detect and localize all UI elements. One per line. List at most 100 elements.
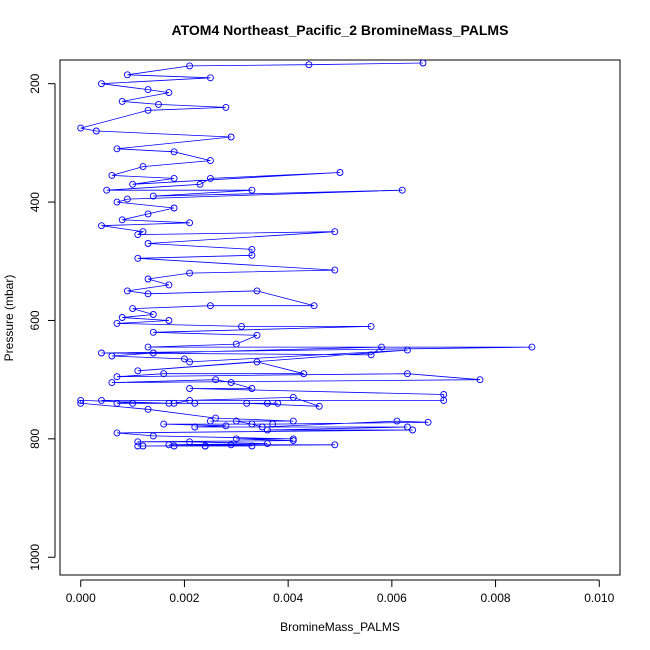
data-point	[186, 219, 194, 227]
data-point	[170, 399, 178, 407]
data-point	[253, 287, 261, 295]
x-axis: 0.000 0.002 0.004 0.006 0.008 0.010	[66, 579, 615, 605]
data-point	[378, 343, 385, 351]
data-point	[134, 254, 142, 262]
x-tick-label: 0.002	[169, 591, 199, 605]
data-point	[196, 180, 204, 188]
data-point	[149, 432, 157, 440]
data-point	[108, 352, 116, 360]
data-point	[269, 420, 277, 428]
data-point	[367, 322, 375, 330]
data-point	[77, 399, 85, 407]
data-point	[424, 418, 432, 426]
data-point	[263, 440, 271, 448]
data-point	[108, 171, 116, 179]
data-point	[212, 414, 220, 422]
data-point	[113, 145, 121, 153]
data-point	[186, 396, 194, 404]
data-point	[77, 396, 85, 404]
data-point	[393, 417, 401, 425]
data-point	[144, 343, 152, 351]
data-point	[248, 385, 256, 392]
data-point	[186, 269, 194, 277]
data-point	[103, 186, 111, 194]
data-point	[248, 420, 256, 428]
data-point	[331, 441, 339, 449]
x-tick-label: 0.000	[66, 591, 96, 605]
data-point	[201, 442, 209, 450]
data-point	[92, 127, 100, 135]
data-point	[134, 442, 142, 450]
data-point	[186, 385, 194, 392]
data-point	[191, 423, 199, 431]
data-point	[289, 437, 297, 445]
data-point	[165, 317, 173, 324]
data-point	[144, 405, 152, 413]
data-point	[186, 438, 194, 446]
data-point	[118, 216, 126, 224]
data-point	[123, 195, 131, 203]
data-point	[160, 370, 168, 378]
data-point	[149, 192, 157, 200]
data-point	[98, 222, 105, 230]
data-point	[227, 133, 235, 141]
data-point	[258, 423, 266, 431]
x-tick-label: 0.008	[481, 591, 511, 605]
y-tick-label: 800	[28, 429, 42, 449]
data-point	[139, 163, 147, 171]
data-point	[155, 100, 162, 108]
data-point	[113, 399, 121, 407]
data-point	[165, 281, 173, 289]
data-point	[113, 319, 121, 327]
data-point	[144, 86, 152, 94]
data-point	[170, 148, 178, 156]
data-point	[144, 275, 152, 283]
data-point	[186, 62, 194, 70]
data-point	[165, 441, 173, 449]
y-tick-label: 600	[28, 310, 42, 330]
data-point	[129, 180, 137, 188]
y-tick-label: 200	[28, 73, 42, 93]
data-point	[139, 442, 147, 450]
data-point	[336, 169, 344, 176]
data-point	[331, 228, 339, 236]
data-point	[134, 438, 142, 446]
data-point	[113, 429, 121, 437]
data-point	[108, 379, 116, 387]
data-point	[170, 174, 178, 182]
data-point	[165, 399, 173, 407]
data-point	[232, 417, 240, 425]
data-point	[144, 106, 152, 114]
data-point	[248, 186, 256, 194]
x-tick-label: 0.006	[377, 591, 407, 605]
data-point	[129, 399, 137, 407]
data-point	[528, 343, 536, 351]
data-point	[403, 423, 411, 431]
data-point	[367, 351, 375, 359]
data-point	[170, 442, 178, 450]
data-point	[263, 426, 271, 434]
data-point	[123, 71, 131, 79]
data-point	[206, 302, 214, 310]
series-layer	[77, 60, 536, 450]
data-point	[149, 349, 157, 357]
data-point	[289, 393, 297, 401]
data-point	[289, 417, 297, 425]
series-line	[80, 62, 532, 447]
data-point	[206, 74, 214, 82]
data-point	[144, 210, 152, 218]
data-point	[331, 266, 339, 274]
data-point	[113, 373, 121, 381]
data-point	[139, 228, 147, 236]
data-point	[274, 399, 282, 407]
data-point	[165, 89, 173, 97]
data-point	[409, 426, 417, 434]
data-point	[149, 328, 157, 336]
data-point	[134, 367, 142, 375]
y-axis-label: Pressure (mbar)	[2, 275, 16, 362]
data-point	[98, 349, 105, 357]
data-point	[227, 441, 235, 449]
data-point	[134, 231, 142, 239]
data-point	[476, 376, 484, 384]
